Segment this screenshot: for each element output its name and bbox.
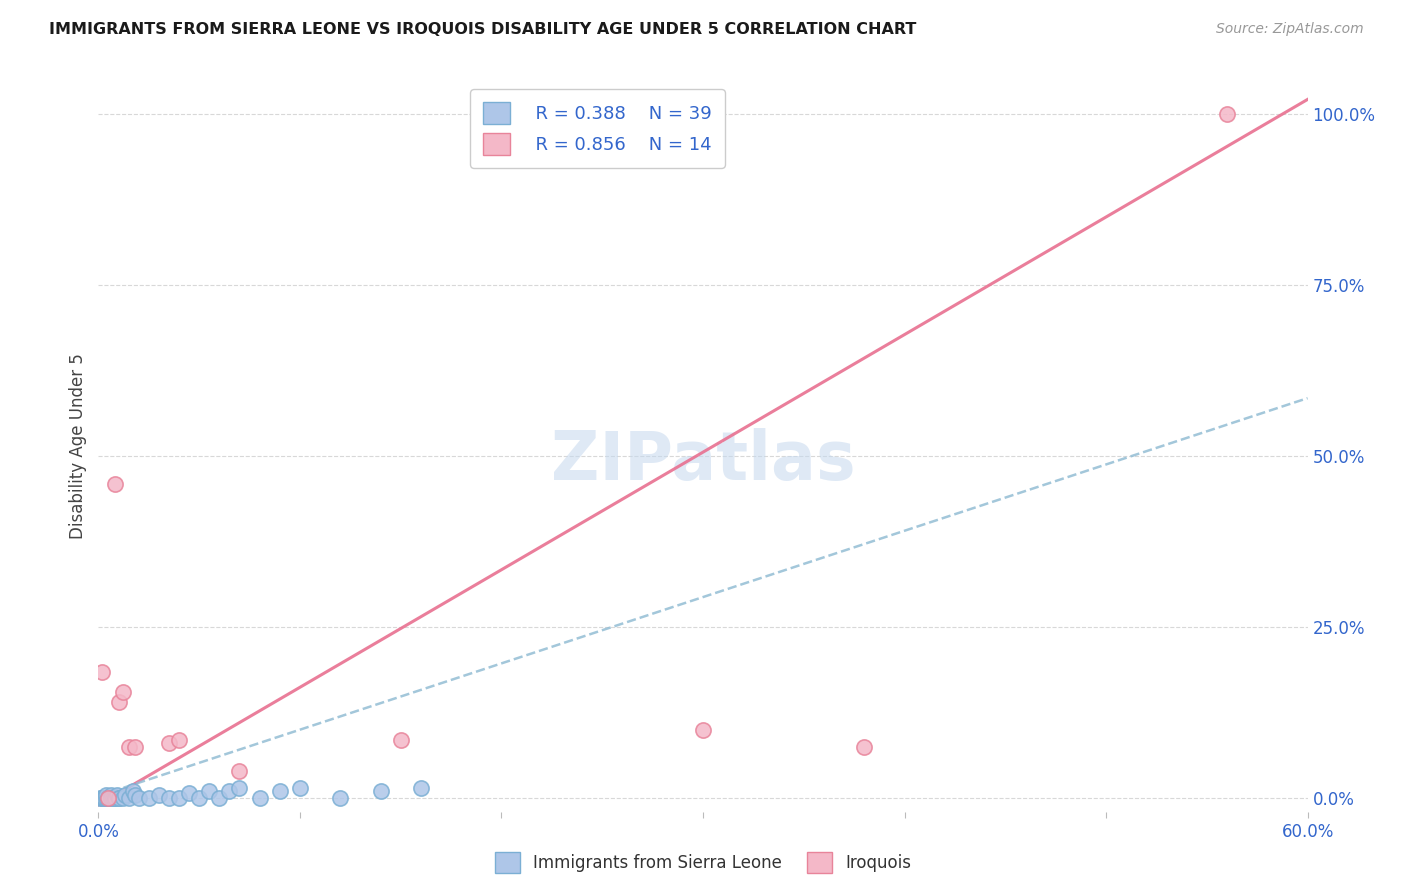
Point: [96, 791, 118, 805]
Point: [111, 791, 134, 805]
Legend: Immigrants from Sierra Leone, Iroquois: Immigrants from Sierra Leone, Iroquois: [488, 846, 918, 880]
Point: [188, 791, 211, 805]
Point: [692, 723, 714, 737]
Point: [198, 784, 221, 798]
Point: [107, 791, 129, 805]
Point: [114, 788, 136, 802]
Point: [157, 736, 180, 750]
Point: [370, 784, 392, 798]
Point: [228, 780, 250, 795]
Point: [218, 784, 240, 798]
Point: [167, 791, 190, 805]
Point: [124, 739, 146, 754]
Point: [100, 791, 122, 805]
Point: [138, 791, 160, 805]
Point: [107, 791, 129, 805]
Point: [409, 780, 432, 795]
Text: ZIPatlas: ZIPatlas: [551, 427, 855, 493]
Point: [121, 784, 143, 798]
Point: [329, 791, 352, 805]
Text: IMMIGRANTS FROM SIERRA LEONE VS IROQUOIS DISABILITY AGE UNDER 5 CORRELATION CHAR: IMMIGRANTS FROM SIERRA LEONE VS IROQUOIS…: [49, 22, 917, 37]
Point: [148, 788, 170, 802]
Point: [179, 786, 201, 800]
Point: [103, 791, 125, 805]
Legend:   R = 0.388    N = 39,   R = 0.856    N = 14: R = 0.388 N = 39, R = 0.856 N = 14: [470, 89, 724, 168]
Point: [228, 764, 250, 778]
Point: [157, 791, 180, 805]
Point: [96, 788, 118, 802]
Point: [89, 791, 111, 805]
Point: [1216, 107, 1239, 121]
Text: Source: ZipAtlas.com: Source: ZipAtlas.com: [1216, 22, 1364, 37]
Point: [167, 733, 190, 747]
Point: [111, 685, 134, 699]
Point: [118, 739, 141, 754]
Point: [91, 665, 114, 679]
Point: [103, 791, 125, 805]
Point: [208, 791, 231, 805]
Point: [93, 791, 115, 805]
Point: [118, 791, 141, 805]
Point: [103, 476, 125, 491]
Point: [91, 791, 114, 805]
Point: [100, 788, 122, 802]
Point: [91, 791, 114, 805]
Point: [97, 791, 120, 805]
Point: [128, 791, 150, 805]
Y-axis label: Disability Age Under 5: Disability Age Under 5: [69, 353, 87, 539]
Point: [105, 788, 128, 802]
Point: [97, 791, 120, 805]
Point: [101, 791, 124, 805]
Point: [93, 791, 115, 805]
Point: [249, 791, 271, 805]
Point: [269, 784, 291, 798]
Point: [97, 791, 120, 805]
Point: [389, 733, 412, 747]
Point: [853, 739, 876, 754]
Point: [107, 695, 129, 709]
Point: [288, 780, 311, 795]
Point: [124, 788, 146, 802]
